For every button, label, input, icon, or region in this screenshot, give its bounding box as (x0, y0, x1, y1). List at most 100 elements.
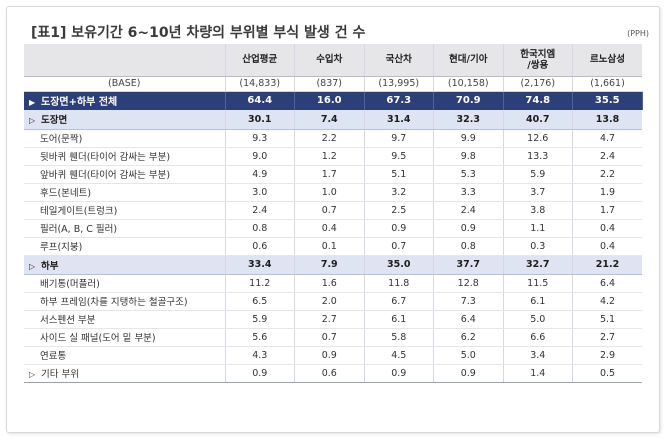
value-cell: 21.2 (572, 255, 642, 275)
value-cell: (10,158) (433, 76, 504, 92)
column-header: 국산차 (364, 44, 434, 77)
title-row: [표1] 보유기간 6~10년 차량의 부위별 부식 발생 건 수 (PPH) (31, 20, 649, 44)
row-label-cell: ▷ 하부 (24, 255, 226, 275)
row-label-cell: 도어(문짝) (24, 129, 226, 148)
value-cell: 6.6 (503, 328, 573, 347)
value-cell: (13,995) (364, 76, 434, 92)
table-row: 서스펜션 부분 5.9 2.7 6.1 6.4 5.0 5.1 (24, 310, 642, 329)
value-cell: 31.4 (364, 110, 434, 130)
value-cell: 2.9 (572, 346, 642, 365)
value-cell: (14,833) (225, 76, 295, 92)
value-cell: 5.1 (572, 310, 642, 329)
column-header: 현대/기아 (433, 44, 504, 77)
value-cell: 4.7 (572, 129, 642, 148)
value-cell: 0.4 (294, 219, 365, 238)
table-row: 필러(A, B, C 필러) 0.8 0.4 0.9 0.9 1.1 0.4 (24, 219, 642, 238)
value-cell: 4.3 (225, 346, 295, 365)
row-label-cell: 연료통 (24, 346, 226, 365)
outline-right-triangle-icon: ▷ (29, 261, 36, 271)
filled-right-triangle-icon: ▶ (29, 98, 36, 108)
row-label-cell: 서스펜션 부분 (24, 310, 226, 329)
row-label: 하부 프레임(차를 지탱하는 철골구조) (40, 297, 188, 308)
value-cell: 5.3 (433, 165, 504, 184)
value-cell: 2.4 (572, 147, 642, 166)
value-cell: 5.9 (225, 310, 295, 329)
row-label: 뒷바퀴 휀더(타이어 감싸는 부분) (40, 152, 171, 163)
total-row: ▶ 도장면+하부 전체 64.4 16.0 67.3 70.9 74.8 35.5 (24, 91, 643, 110)
value-cell: 0.9 (294, 346, 365, 365)
value-cell: 0.7 (294, 328, 365, 347)
value-cell: 12.6 (503, 129, 573, 148)
column-header: 한국지엠/쌍용 (503, 44, 573, 77)
value-cell: 9.8 (433, 147, 504, 166)
value-cell: 2.2 (294, 129, 365, 148)
value-cell: 9.7 (364, 129, 434, 148)
value-cell: 0.9 (364, 364, 434, 383)
value-cell: 11.2 (225, 274, 295, 293)
value-cell: 0.5 (572, 364, 642, 383)
row-label: 도어(문짝) (40, 134, 83, 145)
other-row: ▷ 기타 부위 0.9 0.6 0.9 0.9 1.4 0.5 (24, 364, 642, 383)
value-cell: 30.1 (225, 110, 295, 130)
value-cell: 0.1 (294, 237, 365, 256)
value-cell: 9.3 (225, 129, 295, 148)
value-cell: 5.9 (503, 165, 573, 184)
value-cell: 2.5 (364, 201, 434, 220)
row-label: 서스펜션 부분 (40, 315, 96, 326)
row-label-cell: 배기통(머플러) (24, 274, 226, 293)
column-header: 르노삼성 (572, 44, 642, 77)
value-cell: 7.3 (433, 292, 504, 311)
value-cell: 0.7 (294, 201, 365, 220)
table-title: [표1] 보유기간 6~10년 차량의 부위별 부식 발생 건 수 (31, 25, 366, 41)
table-row: 앞바퀴 휀더(타이어 감싸는 부분) 4.9 1.7 5.1 5.3 5.9 2.2 (24, 165, 642, 184)
value-cell: 6.7 (364, 292, 434, 311)
value-cell: 32.7 (503, 255, 573, 275)
value-cell: 3.7 (503, 183, 573, 202)
value-cell: 9.0 (225, 147, 295, 166)
value-cell: 0.9 (433, 219, 504, 238)
value-cell: 0.7 (364, 237, 434, 256)
value-cell: 32.3 (433, 110, 504, 130)
row-label-cell: 앞바퀴 휀더(타이어 감싸는 부분) (24, 165, 226, 184)
value-cell: 37.7 (433, 255, 504, 275)
row-label-cell: ▶ 도장면+하부 전체 (24, 91, 226, 110)
value-cell: 2.7 (294, 310, 365, 329)
row-label: 기타 부위 (41, 369, 79, 380)
value-cell: 7.9 (294, 255, 365, 275)
value-cell: 5.6 (225, 328, 295, 347)
value-cell: 35.5 (572, 91, 643, 110)
value-cell: 0.4 (572, 219, 642, 238)
value-cell: (2,176) (503, 76, 573, 92)
value-cell: 11.8 (364, 274, 434, 293)
value-cell: 2.7 (572, 328, 642, 347)
value-cell: 6.1 (503, 292, 573, 311)
value-cell: 3.0 (225, 183, 295, 202)
value-cell: 7.4 (294, 110, 365, 130)
header-row: 산업평균 수입차 국산차 현대/기아 한국지엠/쌍용 르노삼성 (24, 44, 642, 77)
value-cell: 0.6 (225, 237, 295, 256)
row-label: 테일게이트(트렁크) (40, 206, 118, 217)
value-cell: 12.8 (433, 274, 504, 293)
value-cell: 5.8 (364, 328, 434, 347)
base-row: (BASE) (14,833) (837) (13,995) (10,158) (2,17… (24, 76, 642, 92)
table-row: 사이드 실 패널(도어 밑 부분) 5.6 0.7 5.8 6.2 6.6 2.7 (24, 328, 642, 347)
value-cell: 1.0 (294, 183, 365, 202)
row-label-cell: ▷ 도장면 (24, 110, 226, 130)
value-cell: 5.0 (433, 346, 504, 365)
row-label-cell: 필러(A, B, C 필러) (24, 219, 226, 238)
value-cell: 74.8 (503, 91, 573, 110)
table-row: 루프(지붕) 0.6 0.1 0.7 0.8 0.3 0.4 (24, 237, 642, 256)
value-cell: 2.4 (433, 201, 504, 220)
row-label: 하부 (41, 260, 59, 272)
row-label: 후드(본네트) (40, 188, 92, 199)
table-row: 테일게이트(트렁크) 2.4 0.7 2.5 2.4 3.8 1.7 (24, 201, 642, 220)
value-cell: 1.7 (294, 165, 365, 184)
row-label-cell: 테일게이트(트렁크) (24, 201, 226, 220)
value-cell: 5.1 (364, 165, 434, 184)
table-row: 하부 프레임(차를 지탱하는 철골구조) 6.5 2.0 6.7 7.3 6.1 4.2 (24, 292, 642, 311)
value-cell: 13.8 (572, 110, 642, 130)
value-cell: 70.9 (433, 91, 504, 110)
value-cell: 0.9 (225, 364, 295, 383)
row-label-cell: 사이드 실 패널(도어 밑 부분) (24, 328, 226, 347)
value-cell: 4.9 (225, 165, 295, 184)
